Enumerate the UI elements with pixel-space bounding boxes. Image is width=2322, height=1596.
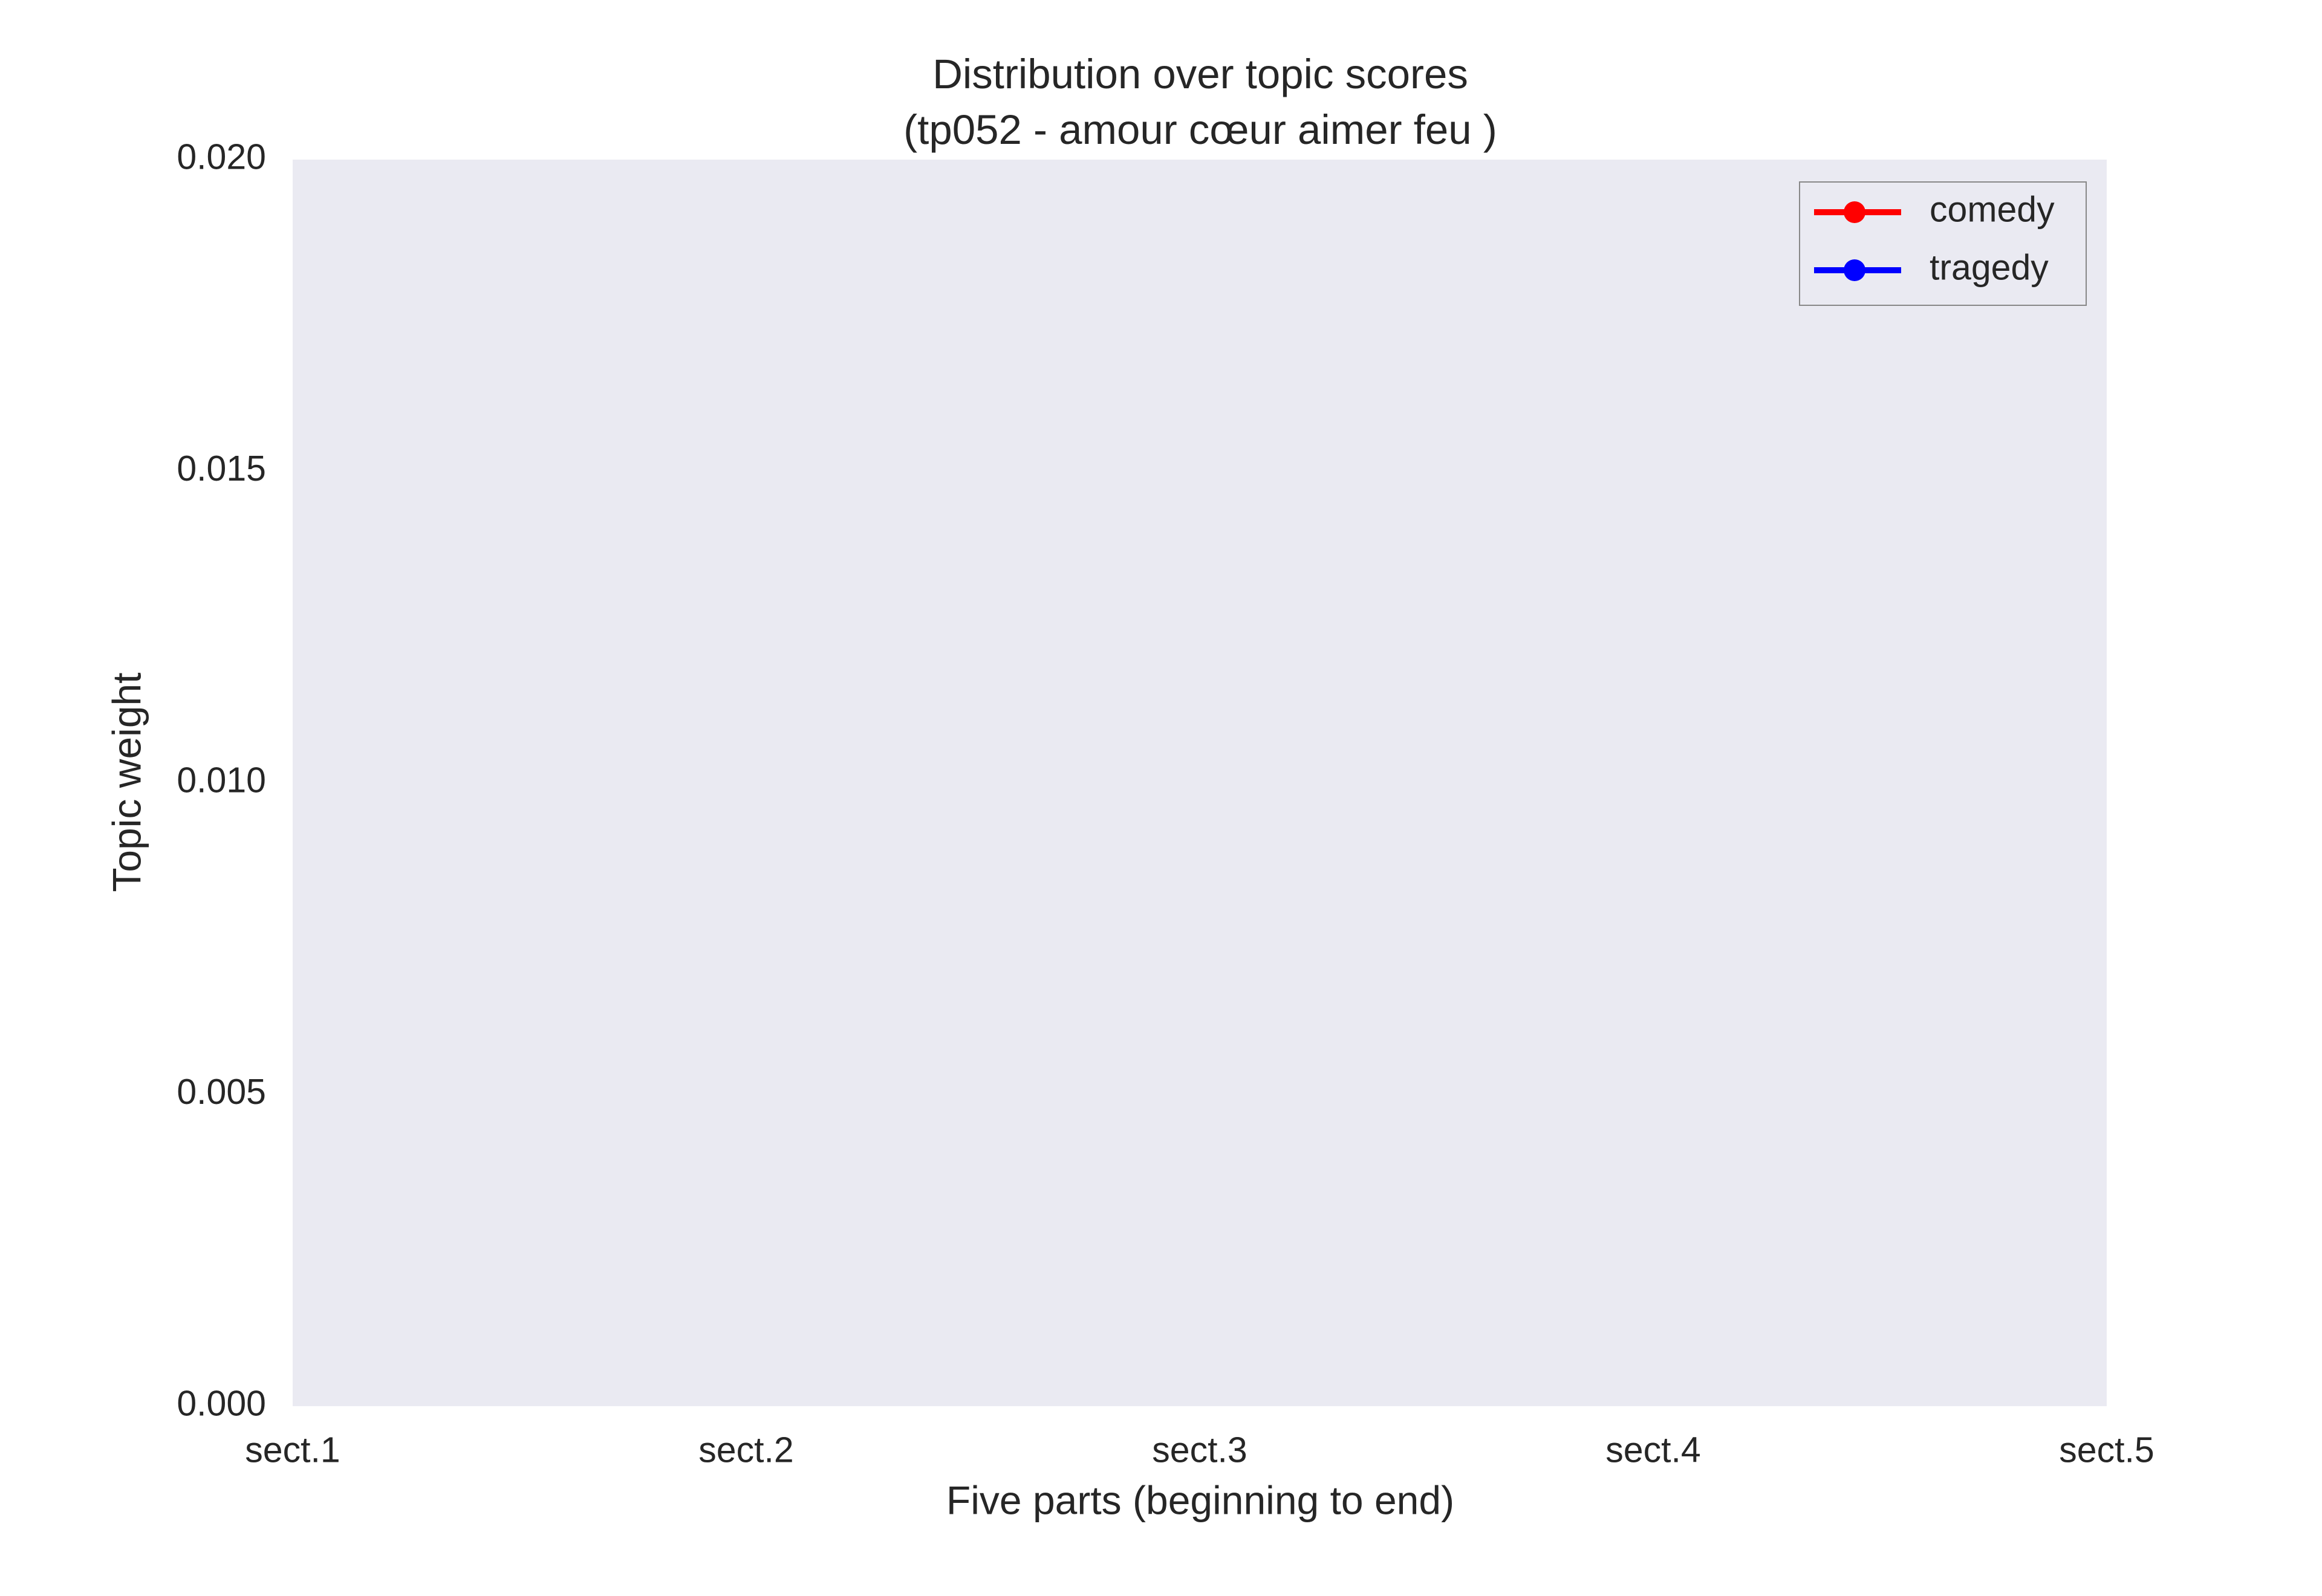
- legend-marker: [1844, 201, 1865, 223]
- legend-label: tragedy: [1930, 248, 2049, 288]
- y-tick-label: 0.005: [177, 1072, 266, 1112]
- x-tick-label: sect.2: [698, 1430, 793, 1470]
- x-tick-label: sect.3: [1152, 1430, 1247, 1470]
- y-tick-label: 0.015: [177, 449, 266, 488]
- plot-area: [293, 160, 2107, 1406]
- legend-box: [1799, 181, 2087, 306]
- y-axis-label: Topic weight: [104, 672, 149, 892]
- x-tick-label: sect.5: [2059, 1430, 2154, 1470]
- legend-label: comedy: [1930, 190, 2055, 230]
- legend-marker: [1844, 259, 1865, 281]
- y-tick-label: 0.020: [177, 137, 266, 177]
- y-tick-label: 0.000: [177, 1384, 266, 1424]
- chart-subtitle: (tp052 - amour cœur aimer feu ): [903, 106, 1497, 153]
- chart-title: Distribution over topic scores: [932, 51, 1468, 97]
- x-tick-label: sect.1: [245, 1430, 340, 1470]
- y-tick-label: 0.010: [177, 761, 266, 800]
- x-tick-label: sect.4: [1605, 1430, 1700, 1470]
- x-axis-label: Five parts (beginning to end): [946, 1478, 1454, 1522]
